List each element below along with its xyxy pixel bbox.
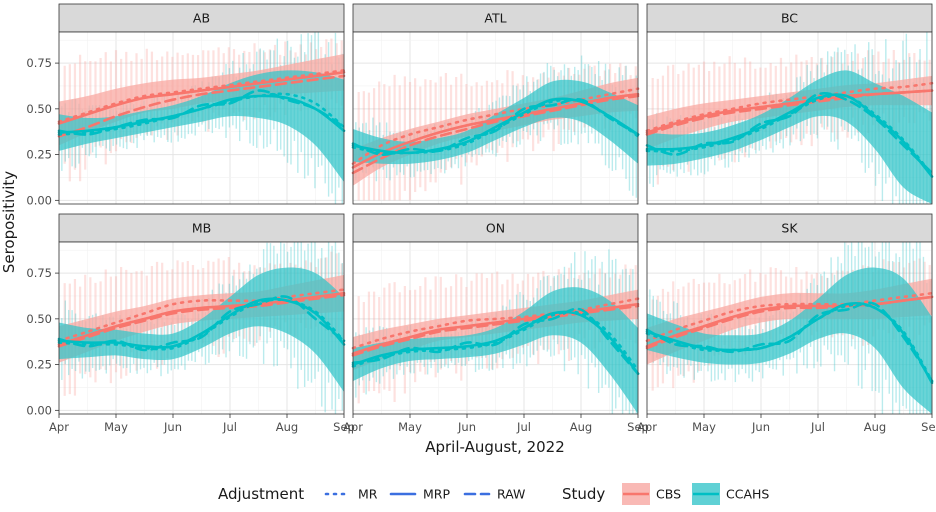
- y-tick-label: 0.00: [26, 193, 52, 207]
- x-tick-label: Sep: [627, 420, 649, 434]
- facet-panel-sk: SK Apr May Jun Jul Aug Sep: [637, 213, 936, 434]
- x-tick-label: Sep: [921, 420, 936, 434]
- x-tick-label: Jul: [516, 420, 531, 434]
- y-tick-label: 0.75: [26, 56, 52, 70]
- facet-panel-bc: BC: [645, 3, 934, 205]
- legend-label-raw: RAW: [497, 487, 525, 502]
- y-tick-label: 0.75: [26, 266, 52, 280]
- x-tick-label: Jul: [222, 420, 237, 434]
- facet-strip-label: ATL: [484, 11, 506, 26]
- legend-label-cbs: CBS: [656, 487, 681, 502]
- ccahs-mrp-ribbon: [59, 70, 344, 182]
- x-tick-label: May: [398, 420, 422, 434]
- panel-border: [58, 31, 345, 205]
- cbs-mrp-line: [645, 89, 934, 134]
- x-tick-label: May: [692, 420, 716, 434]
- cbs-mrp-line: [351, 302, 640, 355]
- panel-border: [352, 31, 639, 205]
- y-tick-label: 0.25: [26, 148, 52, 162]
- cbs-mrp-line: [645, 295, 934, 348]
- ccahs-raw-line: [351, 97, 640, 156]
- facet-panel-on: ON Apr May Jun Jul Aug Sep: [343, 213, 649, 434]
- ccahs-mrp-line: [645, 301, 934, 385]
- panel-border: [646, 31, 933, 205]
- x-tick-label: Apr: [637, 420, 657, 434]
- facet-panel-mb: MB 0.00 0.25 0.50 0.75 Apr May Jun Jul Aug Sep: [26, 213, 355, 434]
- cbs-mr-line: [645, 291, 934, 343]
- panel-border: [646, 241, 933, 415]
- ccahs-mrp-line: [351, 97, 640, 155]
- x-tick-label: Sep: [333, 420, 355, 434]
- y-tick-label: 0.50: [26, 312, 52, 326]
- cbs-mr-line: [645, 81, 934, 133]
- legend-study-title: Study: [562, 485, 605, 503]
- cbs-raw-line: [351, 304, 640, 357]
- facet-panel-atl: ATL: [351, 3, 640, 205]
- x-tick-label: Jun: [163, 420, 182, 434]
- cbs-raw-line: [57, 74, 346, 138]
- ccahs-mrp-line: [351, 310, 640, 375]
- x-tick-label: May: [104, 420, 128, 434]
- ccahs-mrp-line: [57, 297, 346, 349]
- facet-strip: [352, 213, 639, 243]
- legend-adjustment-title: Adjustment: [218, 485, 304, 503]
- legend-label-ccahs: CCAHS: [726, 487, 769, 502]
- facet-strip: [646, 3, 933, 33]
- facet-strip-label: MB: [192, 221, 211, 236]
- legend: Adjustment MR MRP RAW Study CBS CCAHS: [218, 483, 769, 505]
- x-tick-label: Apr: [343, 420, 363, 434]
- x-tick-label: Aug: [864, 420, 886, 434]
- legend-label-mr: MR: [358, 487, 378, 502]
- y-tick-label: 0.25: [26, 358, 52, 372]
- x-tick-label: Aug: [276, 420, 298, 434]
- y-tick-label: 0.00: [26, 403, 52, 417]
- ccahs-mr-line: [645, 93, 934, 176]
- cbs-mr-line: [57, 69, 346, 123]
- x-tick-label: Jun: [751, 420, 770, 434]
- facet-panel-ab: AB 0.00 0.25 0.50 0.75: [26, 3, 346, 207]
- legend-label-mrp: MRP: [423, 487, 450, 502]
- x-tick-label: Jun: [457, 420, 476, 434]
- ccahs-mr-line: [351, 310, 640, 372]
- x-axis-title: April-August, 2022: [425, 438, 565, 456]
- cbs-mrp-line: [57, 71, 346, 125]
- x-tick-label: Apr: [49, 420, 69, 434]
- panel-border: [58, 241, 345, 415]
- cbs-mr-line: [351, 87, 640, 165]
- ccahs-mrp-line: [645, 93, 934, 178]
- x-tick-label: Jul: [810, 420, 825, 434]
- facet-strip-label: BC: [781, 11, 798, 26]
- y-axis-title: Seropositivity: [0, 171, 18, 273]
- panel-border: [352, 241, 639, 415]
- facet-strip: [58, 3, 345, 33]
- ccahs-mrp-ribbon: [353, 287, 638, 414]
- y-tick-label: 0.50: [26, 102, 52, 116]
- ccahs-mrp-line: [57, 94, 346, 134]
- facet-strip-label: ON: [486, 221, 505, 236]
- cbs-mrp-line: [351, 92, 640, 169]
- panel-grid: [352, 32, 639, 204]
- cbs-mr-line: [57, 288, 346, 343]
- cbs-mrp-line: [57, 291, 346, 346]
- facet-strip-label: SK: [781, 221, 798, 236]
- facet-strip: [646, 213, 933, 243]
- x-tick-label: Aug: [570, 420, 592, 434]
- cbs-mr-line: [351, 297, 640, 350]
- facet-strip: [352, 3, 639, 33]
- facet-strip-label: AB: [193, 11, 210, 26]
